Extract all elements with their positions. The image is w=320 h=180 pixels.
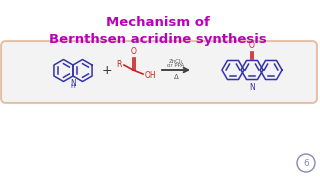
Text: N: N	[249, 83, 255, 92]
Text: Δ: Δ	[174, 74, 178, 80]
Text: H: H	[71, 84, 76, 89]
Text: 6: 6	[303, 159, 309, 168]
Text: N: N	[70, 79, 76, 88]
Text: Mechanism of: Mechanism of	[106, 15, 210, 28]
Text: OH: OH	[145, 71, 156, 80]
Text: O: O	[131, 47, 137, 56]
FancyBboxPatch shape	[1, 41, 317, 103]
Text: O: O	[249, 41, 255, 50]
Text: ZnCl₂: ZnCl₂	[169, 59, 183, 64]
Text: or PPA: or PPA	[167, 62, 185, 68]
Text: R: R	[116, 60, 122, 69]
Text: Bernthsen acridine synthesis: Bernthsen acridine synthesis	[49, 33, 267, 46]
Text: +: +	[102, 64, 112, 76]
